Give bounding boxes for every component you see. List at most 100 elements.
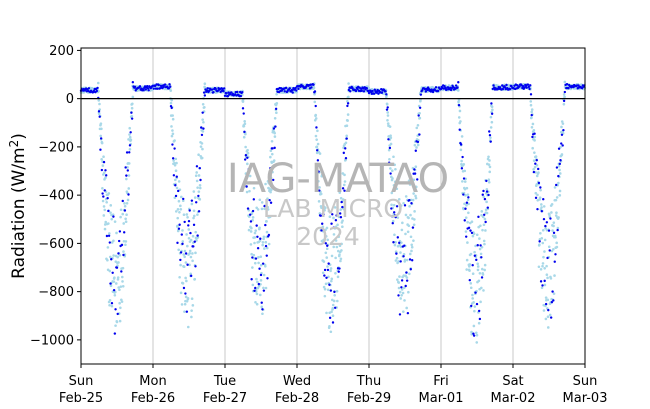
data-point-light: [119, 285, 123, 288]
data-point-light: [124, 240, 128, 243]
watermark-line-3: 2024: [296, 222, 360, 251]
data-point-light: [266, 180, 270, 183]
data-point-dark: [577, 84, 580, 87]
data-point-light: [321, 225, 325, 229]
data-point-light: [397, 286, 401, 290]
data-point-dark: [261, 308, 264, 311]
data-point-light: [127, 162, 131, 165]
data-point-light: [323, 208, 326, 212]
data-point-light: [170, 98, 174, 102]
data-point-light: [392, 203, 396, 207]
data-point-light: [409, 198, 413, 202]
data-point-light: [476, 262, 480, 266]
data-point-light: [471, 297, 474, 300]
data-point-dark: [419, 93, 423, 96]
x-axis: Sun Feb-25 Mon Feb-26 Tue Feb-27 Wed Feb-28 Thu F…: [59, 364, 607, 406]
data-point-dark: [474, 291, 477, 294]
data-point-light: [487, 180, 491, 184]
data-point-light: [489, 136, 492, 139]
data-point-light: [347, 82, 350, 85]
data-point-light: [405, 258, 409, 262]
data-point-light: [182, 265, 186, 268]
data-point-dark: [485, 179, 488, 183]
data-point-light: [390, 191, 394, 195]
data-point-light: [171, 129, 174, 132]
data-point-light: [331, 314, 335, 318]
data-point-light: [197, 153, 200, 157]
data-point-light: [256, 208, 260, 211]
data-point-dark: [488, 134, 492, 137]
data-point-light: [243, 119, 246, 123]
data-point-light: [336, 275, 340, 279]
data-point-dark: [386, 106, 389, 109]
data-point-light: [412, 192, 415, 195]
data-point-light: [559, 145, 562, 149]
data-point-light: [256, 286, 260, 290]
data-point-dark: [117, 252, 120, 255]
data-point-light: [334, 239, 338, 242]
data-point-light: [539, 231, 542, 235]
data-point-light: [471, 272, 475, 276]
data-point-light: [488, 159, 491, 162]
data-point-light: [466, 193, 470, 196]
data-point-light: [111, 213, 115, 216]
data-point-light: [113, 220, 117, 223]
data-point-light: [480, 267, 484, 271]
data-point-dark: [480, 256, 483, 259]
data-point-light: [179, 207, 183, 211]
data-point-light: [318, 212, 322, 215]
data-point-light: [130, 106, 134, 110]
data-point-dark: [107, 234, 111, 237]
data-point-light: [109, 204, 113, 207]
data-point-light: [402, 201, 405, 205]
data-point-light: [544, 317, 548, 321]
x-tick-day-label: Wed: [283, 374, 311, 389]
data-point-light: [101, 199, 105, 203]
data-point-light: [322, 230, 325, 233]
x-tick-date-label: Feb-25: [59, 391, 103, 406]
data-point-light: [386, 119, 389, 122]
data-point-light: [107, 192, 111, 195]
data-point-dark: [431, 90, 435, 94]
data-point-dark: [403, 204, 407, 207]
data-point-light: [467, 211, 470, 215]
data-point-light: [315, 138, 318, 141]
data-point-light: [185, 233, 188, 236]
data-point-light: [318, 152, 322, 155]
data-point-light: [553, 274, 556, 277]
data-point-dark: [395, 205, 399, 208]
data-point-light: [476, 265, 480, 268]
data-point-light: [538, 243, 541, 247]
data-point-dark: [195, 165, 199, 168]
data-point-dark: [174, 184, 177, 187]
data-point-light: [126, 198, 130, 202]
data-point-light: [548, 213, 551, 217]
data-point-light: [557, 216, 560, 219]
data-point-dark: [518, 85, 521, 88]
data-point-light: [108, 269, 112, 273]
data-point-dark: [258, 267, 261, 270]
data-point-light: [337, 215, 341, 219]
data-point-light: [194, 174, 198, 178]
data-point-light: [102, 205, 106, 208]
data-point-light: [116, 264, 119, 267]
data-point-dark: [550, 301, 554, 304]
x-tick-day-label: Mon: [139, 374, 166, 389]
data-point-light: [201, 118, 204, 121]
data-point-light: [259, 255, 263, 258]
data-point-dark: [551, 290, 554, 293]
data-point-dark: [146, 85, 149, 88]
data-point-dark: [210, 88, 214, 91]
data-point-light: [466, 241, 469, 244]
data-point-light: [387, 148, 391, 152]
watermark-line-1: IAG-MATAO: [227, 156, 449, 202]
data-point-light: [389, 136, 393, 140]
data-point-light: [464, 194, 467, 197]
data-point-light: [485, 188, 489, 191]
data-point-dark: [443, 85, 446, 88]
data-point-light: [346, 100, 349, 103]
data-point-light: [552, 292, 556, 295]
data-point-dark: [460, 167, 464, 170]
data-point-dark: [198, 166, 201, 170]
data-point-dark: [394, 215, 397, 219]
